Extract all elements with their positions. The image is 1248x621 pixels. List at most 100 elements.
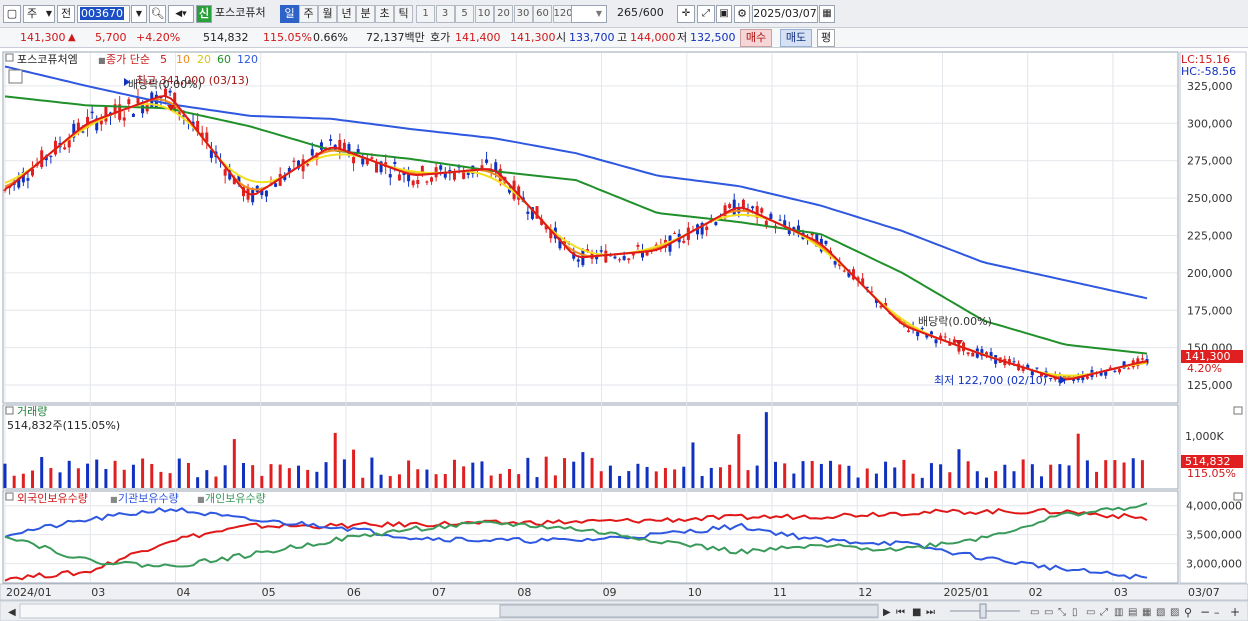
crosshair-icon[interactable]: ✛: [677, 5, 695, 23]
interval-tab-60[interactable]: 60: [533, 5, 552, 23]
window-icon[interactable]: ▢: [3, 5, 21, 23]
interval-tab-3[interactable]: 3: [435, 5, 455, 23]
volume-close-icon[interactable]: [1233, 406, 1243, 415]
date-input[interactable]: 2025/03/07: [752, 5, 818, 23]
candle-up: [480, 165, 484, 171]
interval-dropdown[interactable]: ▼: [571, 5, 607, 23]
holding-y-tick: 3,500,000: [1186, 529, 1242, 542]
code-dropdown-button[interactable]: ▼: [131, 5, 147, 23]
volume-bar: [608, 465, 612, 488]
volume-bar: [361, 477, 365, 488]
stock-chart[interactable]: 포스코퓨처엠 ■ 종가 단순 5 10 20 60 120 LC:15.16 H…: [0, 48, 1248, 621]
volume-bar: [232, 439, 236, 488]
volume-bar: [764, 412, 768, 488]
period-tab-4[interactable]: 분: [356, 5, 375, 23]
gear-icon[interactable]: ⚙: [734, 5, 750, 23]
candle-up: [1021, 366, 1025, 371]
volume-bar: [122, 469, 126, 488]
candle-down: [1099, 371, 1103, 376]
trade-amount: 72,137백만: [366, 31, 425, 44]
tool-icon-2[interactable]: ▭: [1044, 607, 1053, 618]
interval-tab-10[interactable]: 10: [474, 5, 494, 23]
dividend-annotation-2: 배당락(0.00%): [918, 315, 992, 328]
type-select-value: 주: [27, 7, 38, 20]
volume-bar: [214, 476, 218, 488]
holding-panel-icon[interactable]: [5, 492, 14, 501]
candle-up: [127, 99, 131, 105]
calendar-icon[interactable]: ▦: [819, 5, 835, 23]
interval-tab-20[interactable]: 20: [494, 5, 513, 23]
volume-panel-icon[interactable]: [5, 406, 14, 415]
scroll-right-icon[interactable]: ▶: [883, 607, 891, 618]
count-total: /600: [639, 6, 664, 19]
period-tab-2[interactable]: 월: [318, 5, 337, 23]
volume-info: 514,832주(115.05%): [7, 419, 120, 432]
magnifier-icon[interactable]: ⚲: [1184, 606, 1192, 619]
tool-icon-6[interactable]: ⤢: [1100, 607, 1108, 618]
stop-icon[interactable]: ■: [912, 607, 921, 618]
volume-bar: [58, 472, 62, 488]
interval-tab-5[interactable]: 5: [455, 5, 474, 23]
interval-tab-1[interactable]: 1: [416, 5, 435, 23]
buy-button[interactable]: 매수: [740, 29, 772, 47]
scroll-thumb[interactable]: [499, 604, 879, 618]
scroll-left-icon[interactable]: ◀: [8, 607, 16, 618]
speaker-icon[interactable]: ◀▾: [168, 5, 194, 23]
candle-down: [283, 174, 287, 180]
candle-up: [76, 122, 80, 132]
type-select[interactable]: 주 ▼: [23, 5, 55, 23]
period-tab-3[interactable]: 년: [337, 5, 356, 23]
sell-button[interactable]: 매도: [780, 29, 812, 47]
save-icon[interactable]: ▣: [716, 5, 732, 23]
tool-icon-11[interactable]: ▨: [1170, 607, 1179, 618]
candle-up: [984, 352, 988, 356]
tool-icon-7[interactable]: ▥: [1114, 607, 1123, 618]
candle-up: [636, 244, 640, 247]
tool-icon-9[interactable]: ▦: [1142, 607, 1151, 618]
holding-close-icon[interactable]: [1233, 492, 1243, 501]
tool-icon-8[interactable]: ▤: [1128, 607, 1137, 618]
grid-icon[interactable]: [8, 69, 23, 84]
prev-button[interactable]: 전: [57, 5, 75, 23]
high-price: 144,000: [630, 31, 676, 44]
candle-up: [842, 270, 846, 272]
volume-bar: [856, 477, 860, 488]
volume-bar: [709, 467, 713, 488]
tool-icon-3[interactable]: ⤡: [1058, 607, 1066, 618]
bid-price: 141,300: [510, 31, 556, 44]
period-tab-6[interactable]: 틱: [394, 5, 413, 23]
interval-tab-120[interactable]: 120: [552, 5, 573, 23]
count-value[interactable]: 265: [617, 6, 638, 19]
zoom-out-icon[interactable]: −: [1200, 605, 1210, 619]
tool-icon-5[interactable]: ▭: [1086, 607, 1095, 618]
ma120-legend: 120: [237, 53, 258, 66]
volume-bar: [287, 468, 291, 488]
stock-code-input[interactable]: 003670: [77, 5, 130, 23]
candle-up: [540, 218, 544, 225]
tool-icon-10[interactable]: ▧: [1156, 607, 1165, 618]
zoom-in-icon[interactable]: +: [1230, 605, 1240, 619]
trend-tool-icon[interactable]: ⤢: [697, 5, 715, 23]
forward-icon[interactable]: ⏭: [926, 607, 935, 618]
interval-tab-30[interactable]: 30: [513, 5, 533, 23]
period-tab-0[interactable]: 일: [280, 5, 299, 23]
period-tab-5[interactable]: 초: [375, 5, 394, 23]
volume-bar: [251, 465, 255, 488]
candle-down: [989, 352, 993, 359]
new-button[interactable]: 신: [196, 5, 212, 23]
volume-bar: [1113, 460, 1117, 488]
tool-icon-1[interactable]: ▭: [1030, 607, 1039, 618]
volume-bar: [333, 432, 337, 488]
panel-icon[interactable]: [5, 53, 14, 62]
minus-icon[interactable]: –: [1214, 606, 1220, 619]
zoom-slider-handle[interactable]: [979, 603, 987, 619]
volume-bar: [874, 473, 878, 488]
flat-button[interactable]: 평: [817, 29, 835, 47]
volume-bars: [3, 412, 1144, 488]
rewind-icon[interactable]: ⏮: [896, 607, 905, 618]
search-icon[interactable]: 🔍︎: [149, 5, 166, 23]
period-tab-1[interactable]: 주: [299, 5, 318, 23]
volume-bar: [590, 457, 594, 488]
tool-icon-4[interactable]: ▯: [1072, 607, 1078, 618]
ma5-line: [4, 94, 1148, 381]
